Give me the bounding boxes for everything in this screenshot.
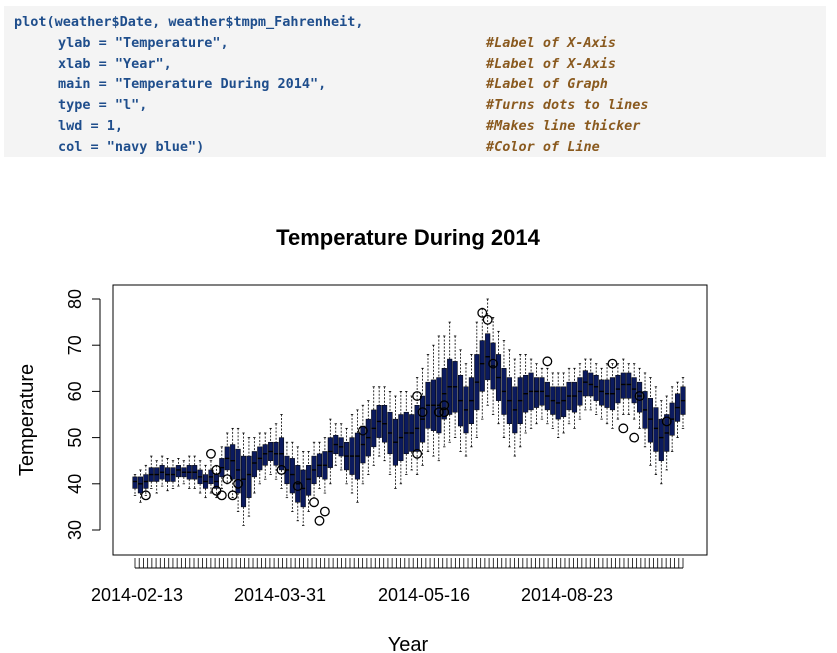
box [658,418,664,461]
outlier-point [319,506,330,517]
box [533,377,540,408]
outlier-point [433,407,444,418]
x-tick-label: 2014-03-31 [234,585,326,605]
plot-frame [112,284,708,556]
code-text: plot(weather$Date, weather$tmpm_Fahrenhe… [14,14,364,30]
code-comment: #Label of X-Axis [486,34,617,51]
outlier-point [542,356,553,367]
outlier-point [634,391,645,401]
y-tick-label: 40 [65,474,85,494]
x-axis-label: Year [388,634,429,653]
box [327,437,333,468]
box [262,444,268,466]
y-tick-label: 70 [65,335,85,355]
outlier-point [357,425,368,436]
x-tick-label: 2014-02-13 [91,585,183,605]
outlier-point [227,490,238,501]
code-line: main = "Temperature During 2014", #Label… [14,74,826,95]
code-text: lwd = 1, [58,117,124,134]
outlier-point [140,490,151,501]
outlier-point [618,423,629,434]
box [289,458,295,494]
code-comment: #Makes line thicker [486,117,641,134]
box [251,451,257,478]
y-tick-label: 60 [65,381,85,401]
outlier-point [417,407,428,418]
code-text: col = "navy blue") [58,138,205,155]
y-tick-label: 30 [65,520,85,540]
box [137,476,143,494]
code-line: ylab = "Temperature", #Label of X-Axis [14,33,826,54]
outlier-point [314,515,325,526]
box [561,386,567,418]
code-line: plot(weather$Date, weather$tmpm_Fahrenhe… [14,12,826,33]
code-text: main = "Temperature During 2014", [58,76,327,93]
code-text: xlab = "Year", [58,55,172,72]
code-text: ylab = "Temperature", [58,34,229,51]
code-line: type = "l", #Turns dots to lines [14,95,826,116]
box [637,381,643,413]
outlier-point [309,497,319,508]
code-line: col = "navy blue") #Color of Line [14,137,826,158]
outlier-point [206,448,216,459]
outlier-point [629,432,640,443]
outlier-point [233,478,244,489]
outlier-point [222,474,233,485]
code-comment: #Turns dots to lines [486,97,649,114]
y-tick-label: 50 [65,428,85,448]
outlier-point [488,358,499,369]
outlier-point [482,314,493,325]
box [626,372,632,399]
code-block: plot(weather$Date, weather$tmpm_Fahrenhe… [4,6,826,157]
chart-title: Temperature During 2014 [276,225,540,250]
outlier-point [661,416,672,427]
outlier-point [216,490,227,501]
code-text: type = "l", [58,97,148,114]
box [593,374,599,401]
y-tick-label: 80 [65,289,85,309]
code-line: xlab = "Year", #Label of X-Axis [14,54,826,75]
x-tick-label: 2014-05-16 [378,585,470,605]
x-tick-label: 2014-08-23 [521,585,613,605]
code-comment: #Color of Line [486,138,600,155]
box [230,444,236,480]
code-comment: #Label of Graph [486,76,608,93]
outlier-point [412,448,423,459]
outlier-point [412,391,423,401]
box [582,370,588,397]
outlier-point [477,307,488,318]
outlier-point [607,358,618,369]
outlier-point [439,400,450,411]
box [306,465,312,496]
box [132,476,138,489]
code-comment: #Label of X-Axis [486,55,617,72]
box [175,465,181,478]
outlier-point [439,407,450,418]
box [246,455,252,498]
box [571,381,578,413]
outlier-point [211,464,222,475]
outlier-point [276,464,287,475]
box [653,407,659,452]
box [235,448,241,494]
y-axis-label: Temperature [16,364,38,476]
box [620,372,626,399]
box [631,377,637,404]
outlier-point [292,481,303,492]
box [647,398,654,443]
code-line: lwd = 1, #Makes line thicker [14,116,826,137]
box [599,379,605,406]
box [479,340,485,392]
